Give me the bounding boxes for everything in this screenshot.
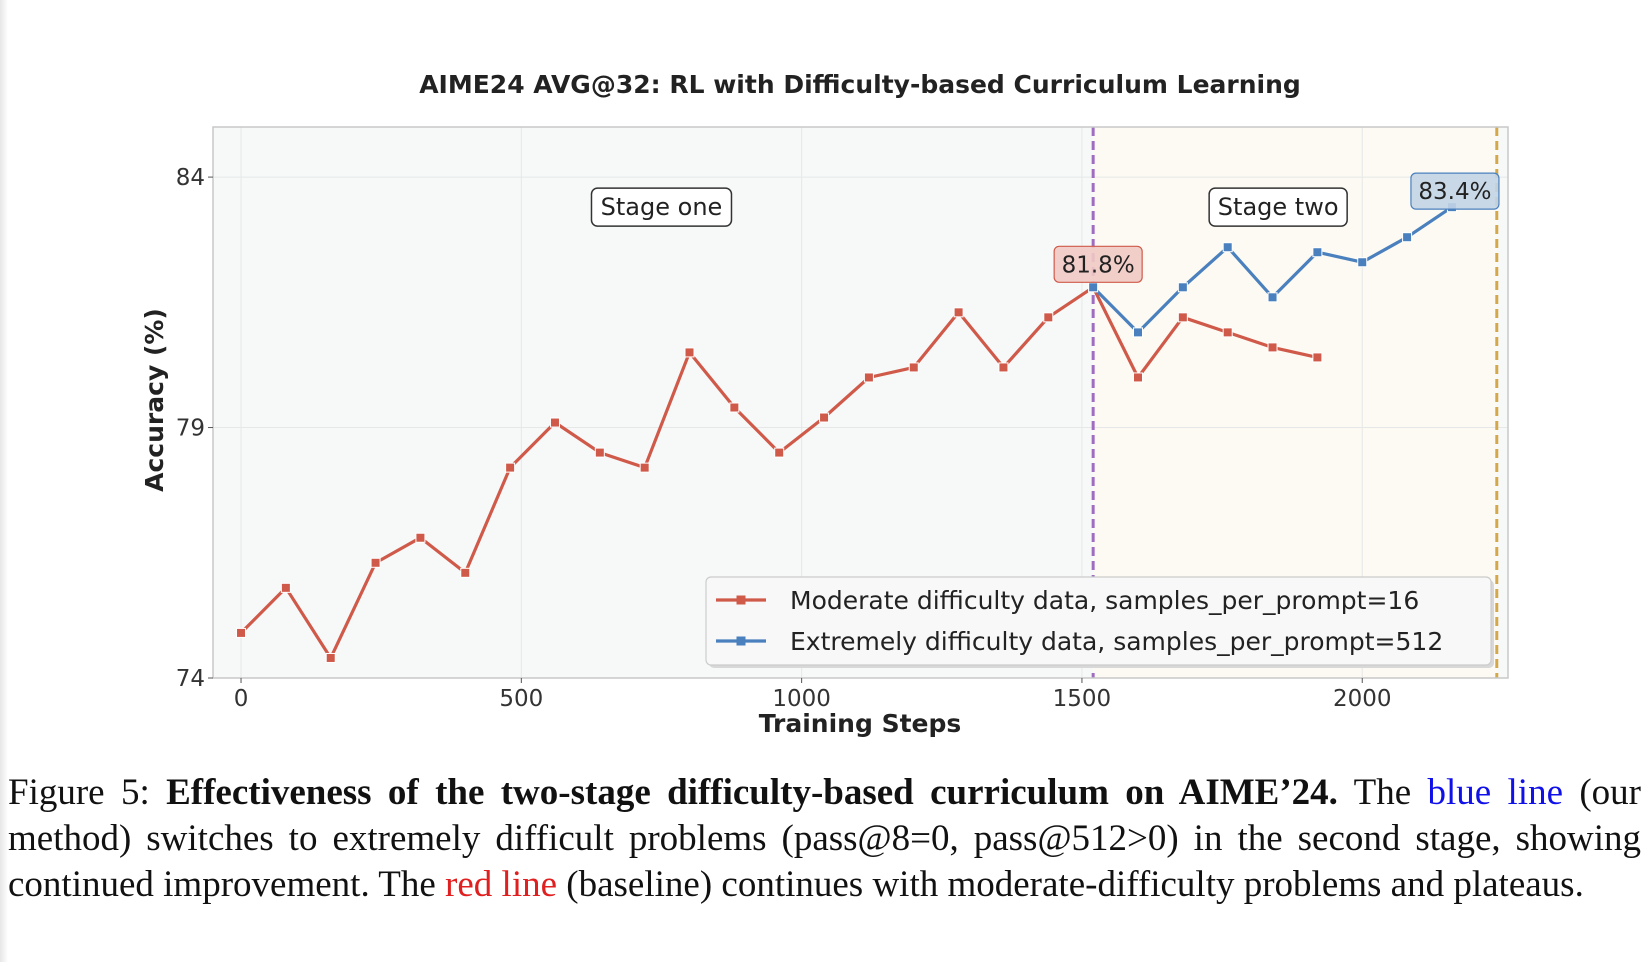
series-0-point bbox=[863, 372, 874, 383]
series-0-point bbox=[953, 307, 964, 318]
series-0-point bbox=[1267, 342, 1278, 353]
series-0-point bbox=[908, 362, 919, 373]
series-1-point bbox=[1088, 282, 1099, 293]
series-0-point bbox=[549, 417, 560, 428]
series-0-point bbox=[370, 557, 381, 568]
page-edge-shadow bbox=[0, 0, 8, 962]
series-1-point bbox=[1177, 282, 1188, 293]
x-tick-label: 1500 bbox=[1053, 686, 1112, 712]
stage-labels: Stage one Stage two bbox=[590, 187, 1348, 227]
stage-one-label: Stage one bbox=[601, 193, 723, 221]
plot-frame bbox=[212, 126, 1509, 679]
peak-red-box bbox=[1053, 245, 1143, 283]
peak-blue-box bbox=[1410, 172, 1500, 210]
series-1-point bbox=[1222, 242, 1233, 253]
caption-red-line-ref: red line bbox=[445, 864, 558, 905]
y-axis-label: Accuracy (%) bbox=[140, 308, 169, 492]
caption-prefix: Figure 5: bbox=[8, 772, 167, 813]
legend-swatch-marker bbox=[736, 636, 746, 646]
x-tick-label: 1000 bbox=[772, 686, 831, 712]
series-0-point bbox=[1177, 312, 1188, 323]
series-0-point bbox=[774, 447, 785, 458]
series-1-point bbox=[1357, 257, 1368, 268]
series-0-point bbox=[460, 567, 471, 578]
series-1-point bbox=[1402, 232, 1413, 243]
x-tick-label: 500 bbox=[499, 686, 543, 712]
series-0-point bbox=[1222, 327, 1233, 338]
series-0-point bbox=[1133, 372, 1143, 383]
legend-entry-label: Extremely difficulty data, samples_per_p… bbox=[790, 627, 1443, 656]
series-0-point bbox=[415, 532, 426, 543]
series-0-point bbox=[1043, 312, 1054, 323]
y-tick-label: 74 bbox=[176, 666, 205, 692]
y-tick-label: 84 bbox=[176, 165, 205, 191]
series-0-point bbox=[684, 347, 695, 358]
series-0-point bbox=[236, 627, 247, 638]
stage-two-label-box bbox=[1208, 187, 1348, 227]
figure-caption: Figure 5: Effectiveness of the two-stage… bbox=[8, 770, 1641, 908]
legend: Moderate difficulty data, samples_per_pr… bbox=[705, 576, 1494, 668]
series-0-point bbox=[998, 362, 1009, 373]
legend-swatch-marker bbox=[736, 595, 746, 605]
series-0-point bbox=[325, 652, 336, 663]
x-axis-label: Training Steps bbox=[759, 709, 962, 738]
series-0-point bbox=[594, 447, 605, 458]
caption-text-3: (baseline) continues with moderate-diffi… bbox=[557, 864, 1584, 905]
peak-red-label: 81.8% bbox=[1062, 252, 1135, 278]
series-0-point bbox=[1312, 352, 1323, 363]
annotations: 81.8% 83.4% bbox=[1053, 172, 1500, 283]
stage-one-label-box bbox=[590, 187, 733, 227]
legend-entry-label: Moderate difficulty data, samples_per_pr… bbox=[790, 586, 1419, 615]
stage-two-label: Stage two bbox=[1218, 193, 1339, 221]
peak-blue-label: 83.4% bbox=[1418, 179, 1491, 205]
series-0-point bbox=[729, 402, 740, 413]
caption-text-2: (our method) switches to extremely diffi… bbox=[8, 772, 1641, 905]
series-1-point bbox=[1267, 292, 1278, 303]
x-tick-label: 0 bbox=[234, 686, 249, 712]
accuracy-line-chart: AIME24 AVG@32: RL with Difficulty-based … bbox=[140, 70, 1509, 738]
series-0-point bbox=[505, 462, 516, 473]
caption-bold-title: Effectiveness of the two-stage difficult… bbox=[166, 772, 1338, 813]
series-0-point bbox=[639, 462, 650, 473]
legend-box bbox=[705, 576, 1492, 666]
caption-text-1: The bbox=[1337, 772, 1428, 813]
series-0-point bbox=[819, 412, 830, 423]
series-1-point bbox=[1312, 247, 1323, 258]
axes: 0 500 1000 1500 2000 74 79 84 bbox=[176, 126, 1509, 712]
y-tick-label: 79 bbox=[176, 416, 205, 442]
x-tick-label: 2000 bbox=[1333, 686, 1392, 712]
series-0-point bbox=[280, 582, 291, 593]
chart-title: AIME24 AVG@32: RL with Difficulty-based … bbox=[419, 70, 1301, 99]
caption-blue-line-ref: blue line bbox=[1427, 772, 1563, 813]
series-1-point bbox=[1133, 327, 1143, 338]
